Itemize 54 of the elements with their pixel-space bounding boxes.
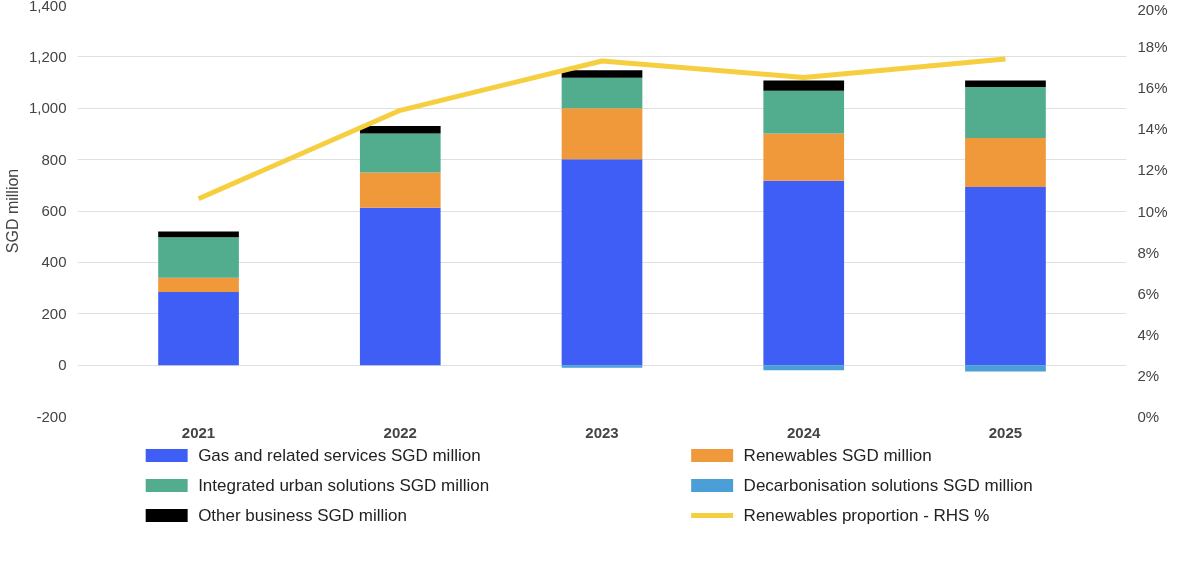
x-tick-label: 2025 xyxy=(988,423,1023,441)
bar xyxy=(561,70,643,78)
bar xyxy=(359,207,441,366)
bar xyxy=(561,77,643,109)
y-tick-label: 600 xyxy=(41,202,67,219)
y2-tick-label: 2% xyxy=(1137,366,1160,384)
legend-label: Other business SGD million xyxy=(198,506,407,525)
x-tick-label: 2024 xyxy=(787,423,822,441)
y2-tick-label: 0% xyxy=(1137,408,1160,425)
bar xyxy=(359,172,441,208)
bar xyxy=(965,365,1046,372)
bar xyxy=(763,180,845,366)
bar xyxy=(359,125,441,134)
x-tick-label: 2021 xyxy=(181,423,216,441)
y2-tick-label: 16% xyxy=(1137,79,1168,97)
bar xyxy=(965,138,1046,188)
y-tick-label: 200 xyxy=(41,304,67,322)
y2-tick-label: 4% xyxy=(1137,325,1160,343)
y-tick-label: -200 xyxy=(36,407,67,425)
y2-tick-label: 12% xyxy=(1137,161,1168,179)
bar xyxy=(158,237,239,278)
legend-label: Gas and related services SGD million xyxy=(198,446,481,465)
bar xyxy=(965,187,1046,366)
legend-label: Integrated urban solutions SGD million xyxy=(198,476,490,495)
y-axis-title: SGD million xyxy=(3,168,21,254)
y-tick-label: 1,400 xyxy=(28,0,67,14)
bar xyxy=(763,80,845,91)
bar xyxy=(359,133,441,173)
y2-tick-label: 10% xyxy=(1137,202,1168,220)
bar xyxy=(763,90,845,134)
y-tick-label: 800 xyxy=(41,150,67,168)
y2-tick-label: 6% xyxy=(1137,284,1160,302)
bar xyxy=(763,133,845,181)
y-tick-label: 1,200 xyxy=(28,47,67,65)
bar xyxy=(561,108,643,160)
y2-tick-label: 8% xyxy=(1137,243,1160,261)
bar xyxy=(965,86,1046,139)
x-tick-label: 2023 xyxy=(585,423,619,441)
bar xyxy=(965,80,1046,87)
y2-tick-label: 14% xyxy=(1137,120,1168,138)
bar xyxy=(158,291,239,366)
legend-label: Renewables SGD million xyxy=(743,446,932,465)
x-tick-label: 2022 xyxy=(383,423,417,441)
bar xyxy=(561,365,643,368)
y-tick-label: 0 xyxy=(58,356,67,374)
legend-label: Decarbonisation solutions SGD million xyxy=(743,476,1033,495)
bar xyxy=(158,277,239,292)
bar xyxy=(561,159,643,366)
bar xyxy=(763,365,845,371)
y2-tick-label: 18% xyxy=(1137,38,1168,56)
y-tick-label: 1,000 xyxy=(28,99,67,117)
legend-label: Renewables proportion - RHS % xyxy=(743,506,990,525)
y-tick-label: 400 xyxy=(41,253,67,271)
y2-tick-label: 20% xyxy=(1137,0,1168,18)
